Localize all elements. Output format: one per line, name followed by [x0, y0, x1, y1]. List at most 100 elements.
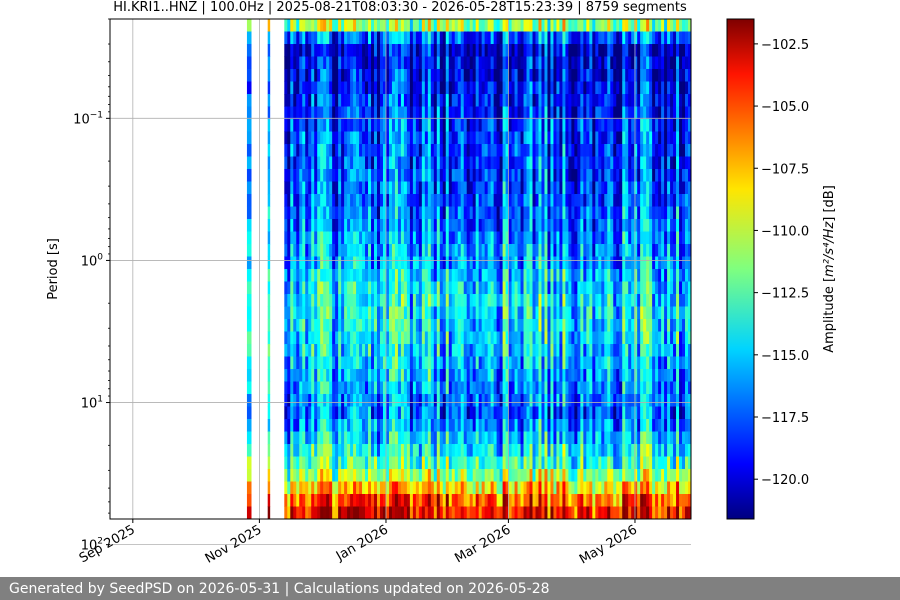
heatmap-cell: [397, 156, 402, 170]
heatmap-cell: [290, 319, 294, 332]
heatmap-cell: [565, 331, 569, 345]
heatmap-cell: [550, 219, 554, 232]
heatmap-cell: [323, 194, 327, 207]
heatmap-cell: [311, 231, 315, 245]
heatmap-cell: [580, 44, 584, 57]
heatmap-cell: [475, 381, 480, 395]
heatmap-cell: [553, 106, 557, 120]
heatmap-cell: [547, 144, 551, 157]
heatmap-cell: [592, 194, 596, 207]
heatmap-cell: [385, 481, 390, 495]
heatmap-cell: [329, 494, 333, 507]
heatmap-cell: [445, 206, 450, 220]
heatmap-cell: [317, 469, 321, 482]
heatmap-cell: [613, 369, 617, 382]
heatmap-cell: [613, 319, 617, 332]
heatmap-cell: [634, 356, 638, 370]
heatmap-cell: [284, 244, 288, 257]
heatmap-cell: [284, 231, 288, 245]
heatmap-cell: [382, 231, 387, 245]
heatmap-cell: [457, 469, 462, 482]
heatmap-cell: [412, 394, 417, 407]
heatmap-cell: [320, 94, 324, 107]
heatmap-cell: [400, 369, 405, 382]
heatmap-cell: [499, 444, 503, 457]
heatmap-cell: [371, 81, 375, 95]
heatmap-cell: [344, 281, 348, 295]
heatmap-cell: [362, 394, 366, 407]
heatmap-cell: [538, 406, 542, 420]
heatmap-cell: [556, 494, 560, 507]
heatmap-cell: [469, 456, 474, 470]
heatmap-cell: [646, 19, 650, 32]
heatmap-cell: [421, 169, 426, 182]
heatmap-cell: [592, 394, 596, 407]
heatmap-cell: [541, 431, 545, 445]
heatmap-cell: [589, 94, 593, 107]
heatmap-cell: [385, 419, 390, 432]
heatmap-cell: [350, 106, 354, 120]
heatmap-cell: [640, 69, 644, 82]
heatmap-cell: [397, 394, 402, 407]
heatmap-cell: [592, 381, 596, 395]
heatmap-cell: [568, 344, 572, 357]
heatmap-cell: [496, 194, 501, 207]
heatmap-cell: [246, 306, 252, 320]
heatmap-cell: [628, 381, 632, 395]
heatmap-cell: [362, 119, 366, 132]
heatmap-cell: [424, 206, 429, 220]
heatmap-cell: [634, 394, 638, 407]
heatmap-cell: [403, 19, 408, 32]
heatmap-cell: [478, 469, 483, 482]
heatmap-cell: [598, 281, 602, 295]
heatmap-cell: [637, 119, 641, 132]
heatmap-cell: [430, 419, 435, 432]
heatmap-cell: [267, 231, 271, 245]
heatmap-cell: [385, 206, 390, 220]
heatmap-cell: [562, 306, 566, 320]
heatmap-cell: [490, 506, 495, 520]
heatmap-cell: [379, 94, 384, 107]
heatmap-cell: [421, 381, 426, 395]
heatmap-cell: [514, 269, 518, 282]
heatmap-cell: [317, 169, 321, 182]
heatmap-cell: [353, 281, 357, 295]
heatmap-cell: [362, 144, 366, 157]
heatmap-cell: [535, 131, 539, 145]
heatmap-cell: [604, 306, 608, 320]
heatmap-cell: [293, 269, 297, 282]
heatmap-cell: [463, 244, 468, 257]
heatmap-cell: [556, 469, 560, 482]
heatmap-cell: [508, 31, 512, 45]
heatmap-cell: [302, 181, 306, 195]
heatmap-cell: [613, 244, 617, 257]
heatmap-cell: [338, 44, 342, 57]
heatmap-cell: [430, 281, 435, 295]
heatmap-cell: [353, 144, 357, 157]
heatmap-cell: [388, 456, 393, 470]
heatmap-cell: [320, 394, 324, 407]
heatmap-cell: [356, 306, 360, 320]
heatmap-cell: [365, 269, 369, 282]
heatmap-cell: [350, 131, 354, 145]
heatmap-cell: [409, 269, 414, 282]
heatmap-cell: [382, 94, 387, 107]
heatmap-cell: [481, 56, 486, 70]
heatmap-cell: [610, 219, 614, 232]
heatmap-cell: [517, 306, 521, 320]
heatmap-cell: [344, 469, 348, 482]
heatmap-cell: [427, 294, 432, 307]
heatmap-cell: [595, 269, 599, 282]
heatmap-cell: [382, 306, 387, 320]
heatmap-cell: [305, 281, 309, 295]
heatmap-cell: [514, 369, 518, 382]
heatmap-cell: [514, 444, 518, 457]
heatmap-cell: [553, 244, 557, 257]
heatmap-cell: [574, 381, 578, 395]
heatmap-cell: [427, 269, 432, 282]
heatmap-cell: [317, 81, 321, 95]
heatmap-cell: [565, 306, 569, 320]
heatmap-cell: [634, 31, 638, 45]
heatmap-cell: [550, 94, 554, 107]
heatmap-cell: [619, 444, 623, 457]
